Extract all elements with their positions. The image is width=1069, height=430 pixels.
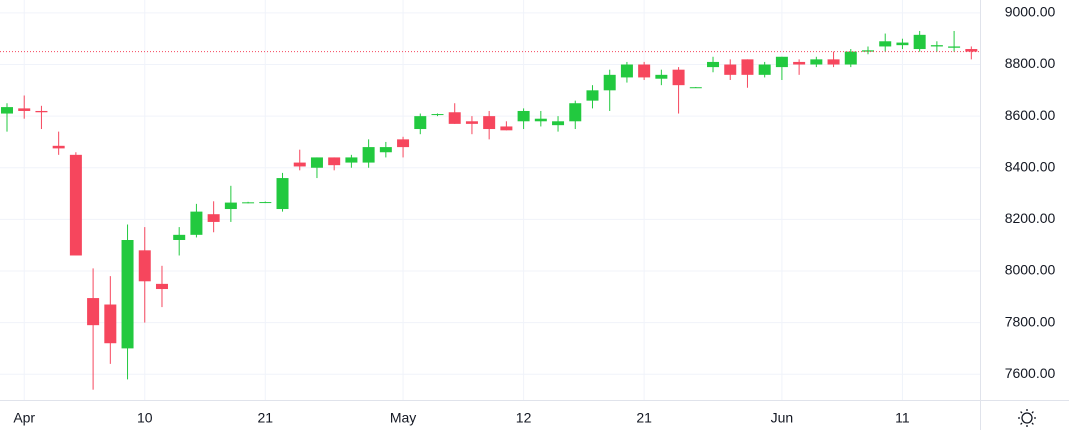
- candle-body: [190, 211, 203, 235]
- candle-body: [465, 121, 478, 124]
- candle-body: [87, 298, 100, 326]
- candle-body: [69, 154, 82, 256]
- candle-body: [293, 162, 306, 167]
- candle-body: [620, 64, 633, 78]
- candle-body: [242, 202, 255, 204]
- candle-body: [517, 110, 530, 122]
- settings-icon[interactable]: [1018, 409, 1036, 427]
- candle-body: [844, 51, 857, 65]
- candle-body: [793, 61, 806, 65]
- candle-body: [879, 41, 892, 47]
- y-tick-label: 8400.00: [1005, 158, 1056, 174]
- candle-body: [52, 145, 65, 149]
- candle-body: [827, 59, 840, 65]
- candle-body: [328, 157, 341, 166]
- candle-body: [810, 59, 823, 65]
- x-tick-label: 10: [137, 410, 153, 426]
- candle-body: [603, 74, 616, 91]
- x-tick-label: May: [390, 410, 416, 426]
- x-tick-label: Apr: [13, 410, 35, 426]
- candle-body: [431, 114, 444, 116]
- candle-body: [448, 112, 461, 124]
- candle-body: [586, 90, 599, 101]
- x-tick-label: Jun: [771, 410, 794, 426]
- candle-body: [724, 64, 737, 75]
- candle-body: [18, 108, 31, 111]
- candle-body: [1, 107, 13, 114]
- candle-body: [414, 116, 427, 130]
- y-tick-label: 8800.00: [1005, 55, 1056, 71]
- candle-body: [638, 64, 651, 78]
- x-tick-label: 21: [636, 410, 652, 426]
- candle-body: [121, 240, 134, 349]
- candle-body: [379, 147, 392, 153]
- candle-body: [207, 214, 220, 222]
- x-tick-label: 12: [516, 410, 532, 426]
- candle-body: [948, 46, 961, 48]
- candle-body: [552, 121, 565, 126]
- x-tick-label: 11: [895, 410, 910, 426]
- candle-body: [397, 139, 410, 148]
- candle-body: [862, 50, 874, 52]
- candle-body: [534, 118, 547, 122]
- y-tick-label: 8600.00: [1005, 107, 1056, 123]
- candle-body: [138, 250, 151, 282]
- y-tick-label: 7800.00: [1005, 313, 1056, 329]
- candle-body: [104, 304, 117, 344]
- candle-body: [775, 56, 788, 68]
- x-tick-label: 21: [258, 410, 274, 426]
- candle-body: [35, 110, 48, 113]
- candle-body: [500, 126, 513, 131]
- candle-body: [741, 59, 754, 75]
- candle-body: [930, 45, 943, 47]
- candle-body: [569, 103, 582, 122]
- candle-body: [276, 178, 289, 210]
- candle-body: [896, 42, 909, 46]
- candle-body: [362, 147, 375, 163]
- candle-body: [155, 283, 168, 290]
- candle-body: [913, 34, 926, 50]
- candle-body: [758, 64, 771, 75]
- candle-body: [483, 116, 496, 130]
- candle-body: [173, 234, 186, 240]
- y-tick-label: 8000.00: [1005, 262, 1056, 278]
- y-tick-label: 8200.00: [1005, 210, 1056, 226]
- y-tick-label: 7600.00: [1005, 365, 1056, 381]
- y-tick-label: 9000.00: [1005, 4, 1056, 20]
- candle-body: [672, 69, 685, 86]
- candle-body: [707, 61, 720, 68]
- candle-body: [310, 157, 323, 168]
- candle-body: [224, 202, 237, 210]
- candle-body: [689, 87, 702, 89]
- candle-body: [655, 74, 668, 79]
- candle-body: [965, 49, 978, 52]
- candle-body: [345, 157, 358, 163]
- candle-body: [259, 202, 272, 204]
